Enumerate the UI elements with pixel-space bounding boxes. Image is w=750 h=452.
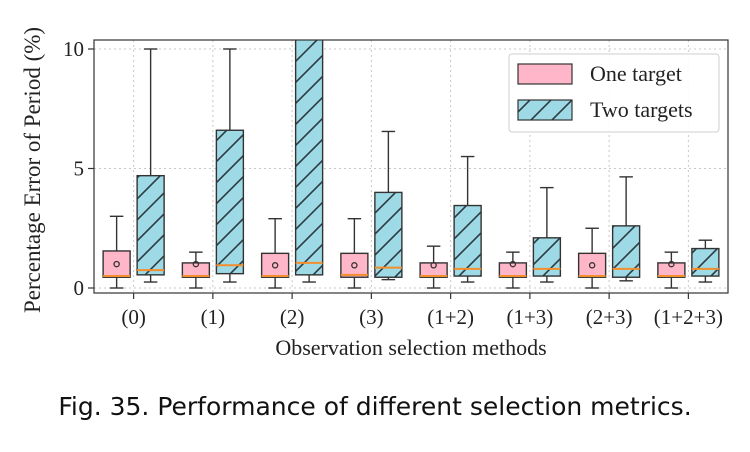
legend-label: One target — [590, 61, 682, 86]
box-body — [657, 262, 686, 278]
x-tick-label: (1+3) — [506, 305, 553, 329]
box-hatch — [137, 175, 165, 275]
figure-caption: Fig. 35. Performance of different select… — [58, 392, 692, 421]
mean-marker — [113, 260, 120, 268]
box-one-target — [340, 217, 369, 289]
mean-marker — [271, 262, 279, 269]
box-one-target — [102, 215, 131, 289]
box-hatch — [374, 192, 402, 278]
box-hatch — [533, 237, 561, 277]
box-body — [577, 252, 607, 278]
legend-label: Two targets — [590, 97, 693, 122]
box-hatch — [295, 40, 323, 275]
x-tick-label: (1) — [201, 305, 226, 329]
plot-frame — [93, 39, 729, 294]
box-body — [340, 252, 369, 278]
box-series — [102, 40, 720, 289]
y-axis-label: Percentage Error of Period (%) — [20, 27, 45, 313]
x-axis-label: Observation selection methods — [275, 335, 546, 360]
box-two-targets — [374, 130, 403, 281]
box-two-targets — [532, 186, 562, 283]
box-one-target — [498, 251, 528, 289]
box-plot-chart: (0) (1) (2) (3) (1+2) (1+3) (2+3) (1+2+3) 0 5 10 P… — [20, 27, 729, 360]
legend-swatch-hatch — [518, 100, 572, 120]
box-body — [181, 262, 211, 278]
x-tick-label: (3) — [359, 305, 384, 329]
mean-marker — [509, 260, 517, 268]
axes: (0) (1) (2) (3) (1+2) (1+3) (2+3) (1+2+3) 0 5 10 — [63, 37, 723, 329]
legend-swatch — [517, 63, 573, 85]
box-one-target — [657, 251, 686, 289]
mean-marker — [588, 262, 596, 269]
x-tick-label: (2) — [280, 305, 305, 329]
box-one-target — [577, 227, 607, 289]
box-two-targets — [136, 48, 165, 283]
x-tick-label: (1+2) — [427, 305, 474, 329]
mean-marker — [192, 260, 200, 268]
box-body — [498, 262, 528, 278]
box-one-target — [181, 251, 211, 289]
x-tick-label: (2+3) — [586, 305, 633, 329]
box-hatch — [691, 248, 719, 277]
x-tick-label: (0) — [121, 305, 146, 329]
x-tick-label: (1+2+3) — [654, 305, 723, 329]
box-two-targets — [215, 48, 245, 283]
box-one-target — [260, 217, 290, 289]
box-one-target — [419, 245, 448, 289]
box-two-targets — [611, 176, 641, 282]
box-hatch — [454, 205, 482, 277]
mean-marker — [668, 260, 675, 268]
box-body — [260, 252, 290, 278]
y-tick-label: 0 — [74, 276, 85, 300]
box-body — [102, 250, 131, 278]
y-tick-label: 5 — [74, 157, 85, 181]
mean-marker — [430, 262, 437, 269]
legend: One target Two targets — [508, 53, 720, 133]
box-two-targets — [294, 40, 324, 283]
box-hatch — [216, 130, 244, 274]
box-two-targets — [453, 155, 482, 283]
y-tick-label: 10 — [63, 37, 84, 61]
box-two-targets — [691, 239, 720, 283]
mean-marker — [351, 262, 358, 269]
